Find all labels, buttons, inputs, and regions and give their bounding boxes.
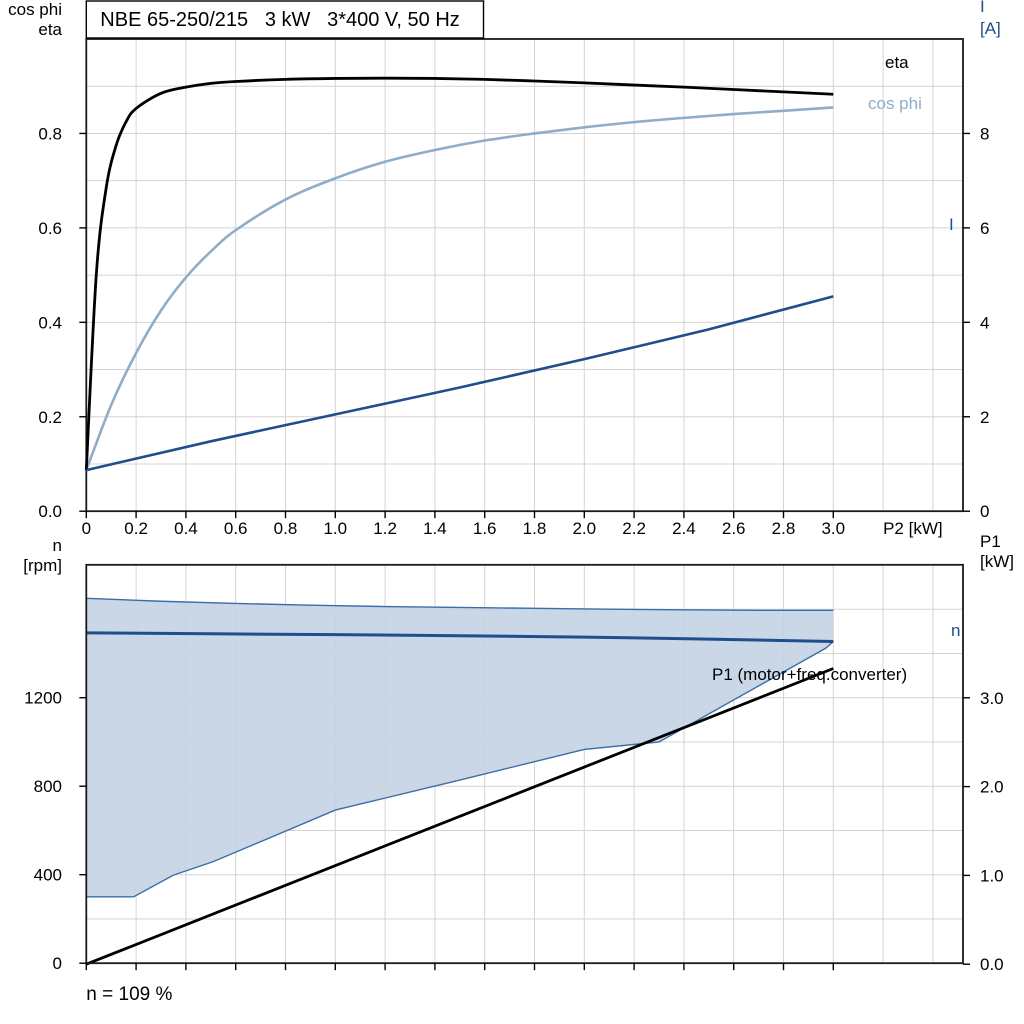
svg-text:1.6: 1.6 — [473, 519, 497, 538]
svg-text:1.2: 1.2 — [373, 519, 397, 538]
svg-text:n: n — [53, 536, 62, 555]
svg-text:eta: eta — [885, 53, 909, 72]
svg-text:0.6: 0.6 — [224, 519, 248, 538]
svg-text:NBE 65-250/215 3 kW 3*400: NBE 65-250/215 3 kW 3*400 V, 50 Hz — [100, 9, 459, 31]
svg-text:0.0: 0.0 — [38, 502, 62, 521]
svg-text:n = 109 %: n = 109 % — [86, 984, 172, 1005]
svg-text:0.2: 0.2 — [124, 519, 148, 538]
svg-text:2.2: 2.2 — [622, 519, 646, 538]
svg-text:[kW]: [kW] — [980, 552, 1014, 571]
svg-text:n: n — [951, 621, 960, 640]
svg-text:0.2: 0.2 — [38, 408, 62, 427]
svg-text:0: 0 — [53, 954, 62, 973]
svg-text:0.8: 0.8 — [38, 124, 62, 143]
svg-text:2.0: 2.0 — [572, 519, 596, 538]
svg-text:P1 (motor+freq.converter): P1 (motor+freq.converter) — [712, 665, 907, 684]
svg-text:1.0: 1.0 — [980, 866, 1004, 885]
svg-text:0.4: 0.4 — [174, 519, 198, 538]
svg-text:2.8: 2.8 — [772, 519, 796, 538]
svg-text:0.4: 0.4 — [38, 313, 62, 332]
svg-text:1.8: 1.8 — [523, 519, 547, 538]
svg-text:cos phi: cos phi — [868, 94, 922, 113]
svg-text:0: 0 — [82, 519, 91, 538]
svg-text:6: 6 — [980, 219, 989, 238]
svg-text:P2 [kW]: P2 [kW] — [883, 519, 943, 538]
svg-text:[A]: [A] — [980, 19, 1001, 38]
svg-text:400: 400 — [34, 866, 62, 885]
svg-text:0: 0 — [980, 502, 989, 521]
svg-text:4: 4 — [980, 313, 989, 332]
svg-text:1200: 1200 — [24, 689, 62, 708]
svg-text:2.6: 2.6 — [722, 519, 746, 538]
svg-text:0.6: 0.6 — [38, 219, 62, 238]
svg-text:8: 8 — [980, 124, 989, 143]
svg-text:I: I — [980, 0, 985, 16]
svg-text:1.4: 1.4 — [423, 519, 447, 538]
svg-text:I: I — [949, 215, 954, 234]
svg-text:1.0: 1.0 — [323, 519, 347, 538]
svg-text:3.0: 3.0 — [980, 689, 1004, 708]
svg-text:2.4: 2.4 — [672, 519, 696, 538]
svg-text:[rpm]: [rpm] — [23, 556, 62, 575]
svg-text:2.0: 2.0 — [980, 778, 1004, 797]
svg-text:2: 2 — [980, 408, 989, 427]
svg-text:0.0: 0.0 — [980, 955, 1004, 974]
svg-text:eta: eta — [38, 20, 62, 39]
svg-text:cos phi: cos phi — [8, 0, 62, 19]
svg-text:P1: P1 — [980, 532, 1001, 551]
svg-text:800: 800 — [34, 777, 62, 796]
svg-text:3.0: 3.0 — [821, 519, 845, 538]
svg-text:0.8: 0.8 — [274, 519, 298, 538]
